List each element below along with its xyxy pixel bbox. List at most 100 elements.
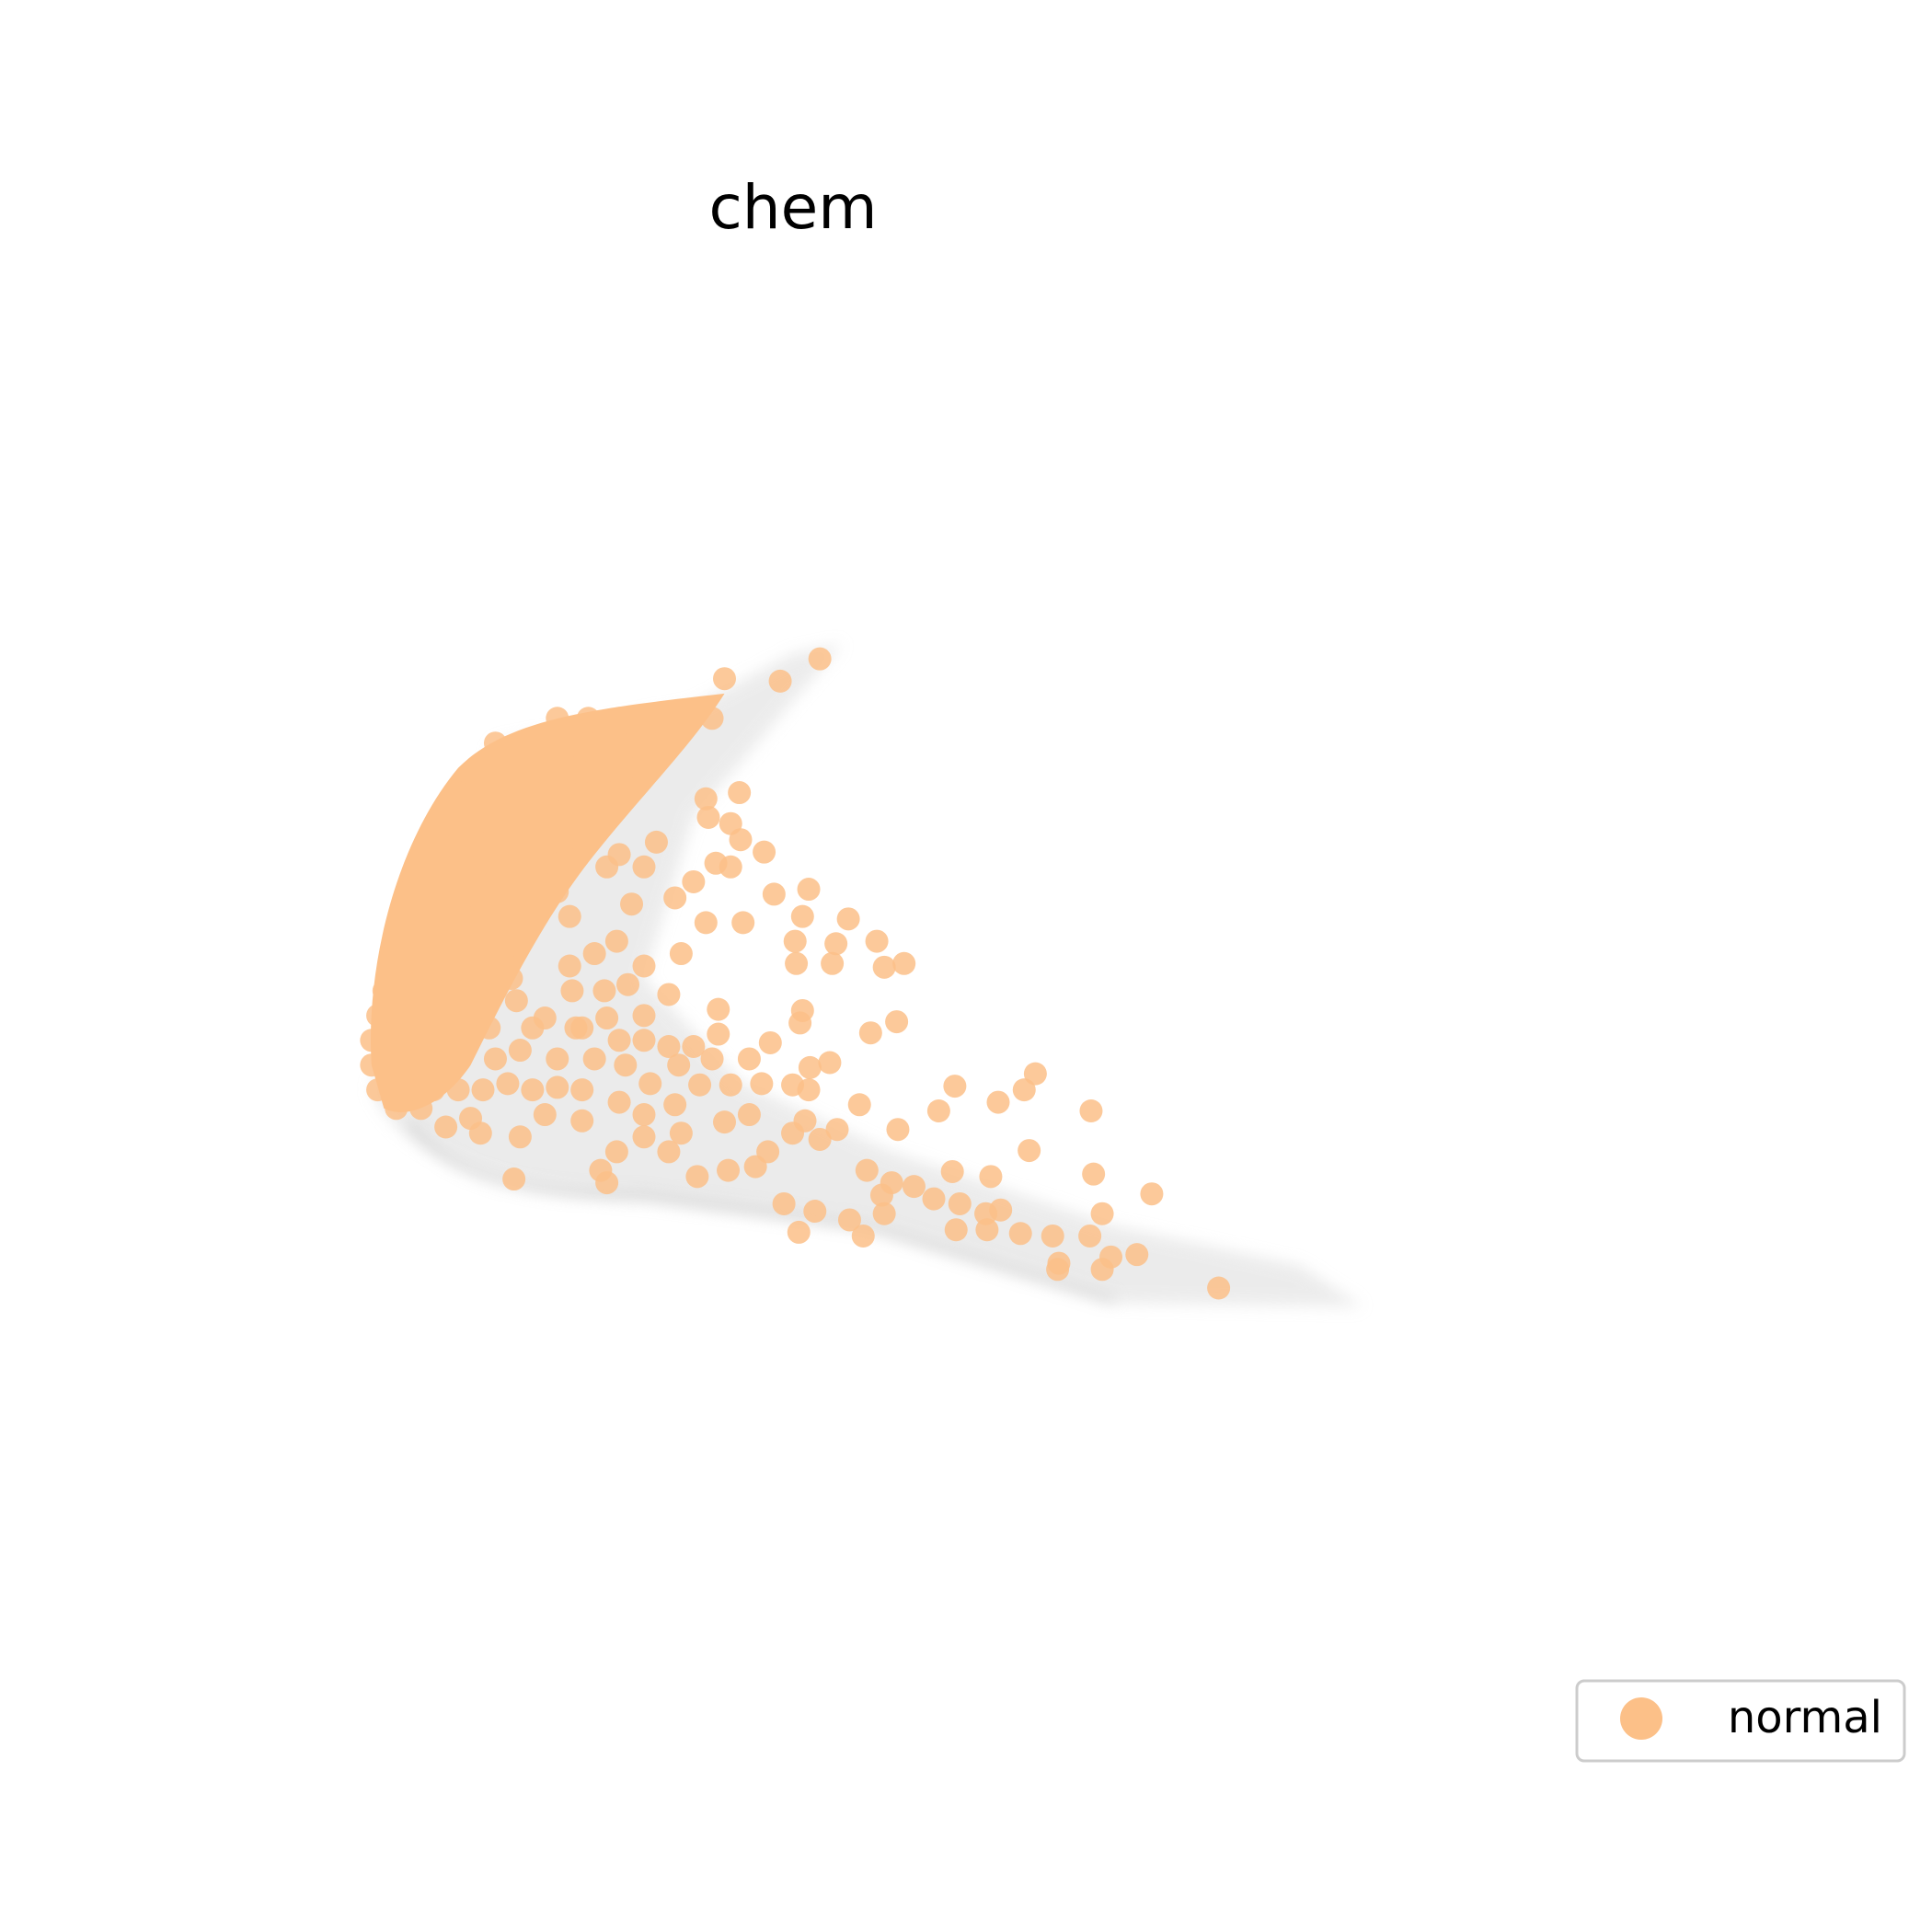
point (428, 1004, 452, 1028)
point (798, 1055, 822, 1079)
point (570, 1016, 594, 1040)
point (1078, 1224, 1102, 1248)
point (731, 911, 755, 935)
point (397, 1004, 420, 1028)
point (793, 1109, 817, 1133)
point (372, 979, 396, 1003)
point (787, 1220, 811, 1244)
point (788, 1011, 812, 1035)
point (632, 1029, 656, 1052)
point (601, 781, 625, 805)
point (682, 1035, 706, 1058)
point (644, 830, 668, 854)
point (403, 979, 427, 1003)
point (508, 830, 532, 854)
point (428, 880, 452, 903)
point (360, 1053, 384, 1077)
point (415, 830, 439, 854)
point (570, 781, 594, 805)
point (459, 805, 483, 829)
point (669, 942, 693, 966)
point (750, 1072, 774, 1096)
point (502, 1167, 526, 1191)
point (979, 1165, 1003, 1189)
point (922, 1187, 946, 1211)
point (632, 1004, 656, 1028)
point (797, 878, 821, 902)
point (539, 830, 563, 854)
point (508, 1039, 532, 1063)
point (1082, 1162, 1106, 1186)
point (685, 1165, 709, 1189)
point (902, 1175, 926, 1199)
point (440, 954, 464, 978)
point (768, 669, 792, 693)
point (514, 731, 538, 755)
point (657, 1035, 681, 1058)
point (496, 954, 520, 978)
point (428, 805, 452, 829)
point (546, 880, 569, 903)
point (616, 972, 639, 996)
point (496, 855, 520, 879)
point (707, 1022, 730, 1046)
point (366, 1078, 390, 1102)
point (1090, 1202, 1114, 1225)
point (471, 1078, 495, 1102)
point (582, 942, 606, 966)
point (728, 781, 752, 805)
points (360, 647, 1231, 1300)
point (360, 1029, 384, 1052)
point (865, 929, 889, 953)
point (385, 929, 408, 953)
point (558, 954, 581, 978)
point (446, 929, 470, 953)
point (477, 1016, 501, 1040)
point (446, 1078, 470, 1102)
point (825, 1118, 849, 1142)
point (607, 707, 631, 730)
legend-frame (1575, 1679, 1906, 1763)
point (694, 787, 718, 811)
point (614, 1053, 638, 1077)
point (477, 929, 501, 953)
point (1023, 1062, 1047, 1086)
point (1079, 1099, 1103, 1122)
point (546, 707, 569, 730)
point (595, 1006, 619, 1030)
point (713, 1110, 736, 1134)
point (847, 1093, 871, 1117)
point (607, 731, 631, 755)
point (657, 983, 681, 1006)
point (546, 1047, 569, 1071)
point (688, 1073, 712, 1097)
point (682, 869, 706, 893)
point (700, 1047, 724, 1071)
point (391, 904, 414, 928)
point (1008, 1222, 1032, 1246)
point (1041, 1224, 1064, 1248)
point (564, 756, 588, 780)
point (986, 1090, 1010, 1114)
point (415, 929, 439, 953)
point (626, 756, 650, 780)
point (975, 1218, 999, 1242)
point (391, 1053, 414, 1077)
point (663, 1093, 687, 1117)
point (453, 1029, 477, 1052)
point (385, 1097, 408, 1121)
point (694, 911, 718, 935)
point (514, 904, 538, 928)
point (483, 1047, 507, 1071)
point (743, 1155, 767, 1179)
point (872, 1202, 896, 1225)
point (1140, 1182, 1164, 1206)
point (632, 954, 656, 978)
point (719, 855, 742, 879)
point (378, 954, 402, 978)
point (471, 756, 495, 780)
point (489, 880, 513, 903)
point (604, 1140, 628, 1164)
point (477, 781, 501, 805)
point (1090, 1258, 1114, 1282)
